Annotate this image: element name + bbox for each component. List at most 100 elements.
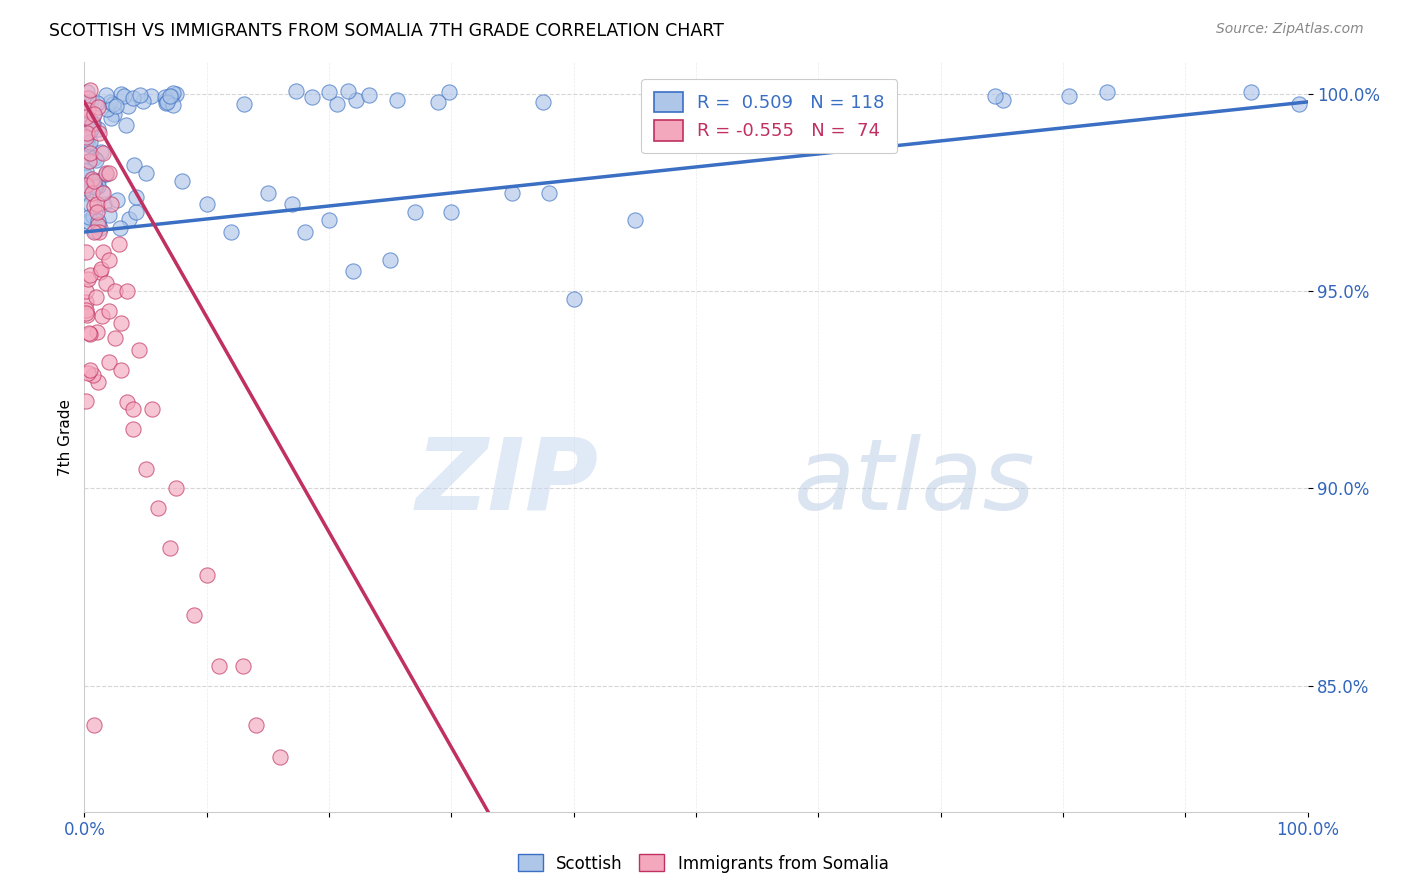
Point [80,171,103,186]
Point [75,244,97,259]
Point [132,94,155,108]
Y-axis label: 7th Grade: 7th Grade [58,399,73,475]
Point [122,158,145,172]
Point [117,212,139,227]
Point [426,95,449,109]
Point [100,111,122,125]
Point [79,363,101,377]
Point [79,125,101,139]
Point [172,174,194,188]
Point [208,658,231,673]
Point [155,95,177,110]
Point [502,186,524,200]
Point [122,402,145,417]
Point [139,88,162,103]
Point [117,99,139,113]
Point [294,225,316,239]
Point [77,90,100,104]
Point [86,197,108,211]
Point [183,607,205,622]
Point [89,264,111,278]
Point [86,205,108,219]
Point [75,294,97,309]
Point [855,87,877,102]
Point [97,208,120,222]
Point [84,180,107,194]
Point [96,103,118,117]
Point [82,368,104,382]
Point [77,326,100,340]
Point [155,90,177,104]
Point [87,219,110,233]
Point [76,121,98,136]
Point [86,290,108,304]
Point [76,85,98,99]
Point [87,127,110,141]
Point [83,174,105,188]
Point [110,363,132,377]
Point [993,94,1015,108]
Point [107,236,129,251]
Point [96,166,118,180]
Point [122,91,145,105]
Point [101,97,124,112]
Point [114,118,136,132]
Point [91,146,114,161]
Point [82,186,104,201]
Point [831,85,853,99]
Point [357,88,380,103]
Point [75,284,97,298]
Point [83,225,105,239]
Point [90,145,112,160]
Point [162,98,184,112]
Point [156,95,179,110]
Text: SCOTTISH VS IMMIGRANTS FROM SOMALIA 7TH GRADE CORRELATION CHART: SCOTTISH VS IMMIGRANTS FROM SOMALIA 7TH … [49,22,724,40]
Point [219,225,242,239]
Point [75,164,97,178]
Point [76,127,98,141]
Point [82,115,104,129]
Point [75,394,97,409]
Point [301,90,323,104]
Point [75,303,97,318]
Point [76,178,98,193]
Point [232,96,254,111]
Point [79,146,101,161]
Point [75,178,97,192]
Point [87,218,110,232]
Point [76,136,98,151]
Point [103,107,125,121]
Point [75,186,97,201]
Point [83,151,105,165]
Point [79,124,101,138]
Point [104,331,127,345]
Point [97,166,120,180]
Point [281,197,304,211]
Point [91,309,114,323]
Point [87,174,110,188]
Point [75,306,97,320]
Point [318,213,340,227]
Point [87,375,110,389]
Point [195,197,218,211]
Point [104,284,127,298]
Point [112,89,135,103]
Point [87,214,110,228]
Point [122,422,145,436]
Point [82,209,104,223]
Point [773,87,796,101]
Point [128,343,150,358]
Point [96,167,118,181]
Point [89,220,111,235]
Point [538,186,561,200]
Point [98,355,121,369]
Point [100,197,122,211]
Point [342,264,364,278]
Point [318,85,340,99]
Point [159,541,181,555]
Point [1240,85,1263,99]
Point [437,85,460,99]
Point [159,88,181,103]
Legend: R =  0.509   N = 118, R = -0.555   N =  74: R = 0.509 N = 118, R = -0.555 N = 74 [641,79,897,153]
Point [655,97,678,112]
